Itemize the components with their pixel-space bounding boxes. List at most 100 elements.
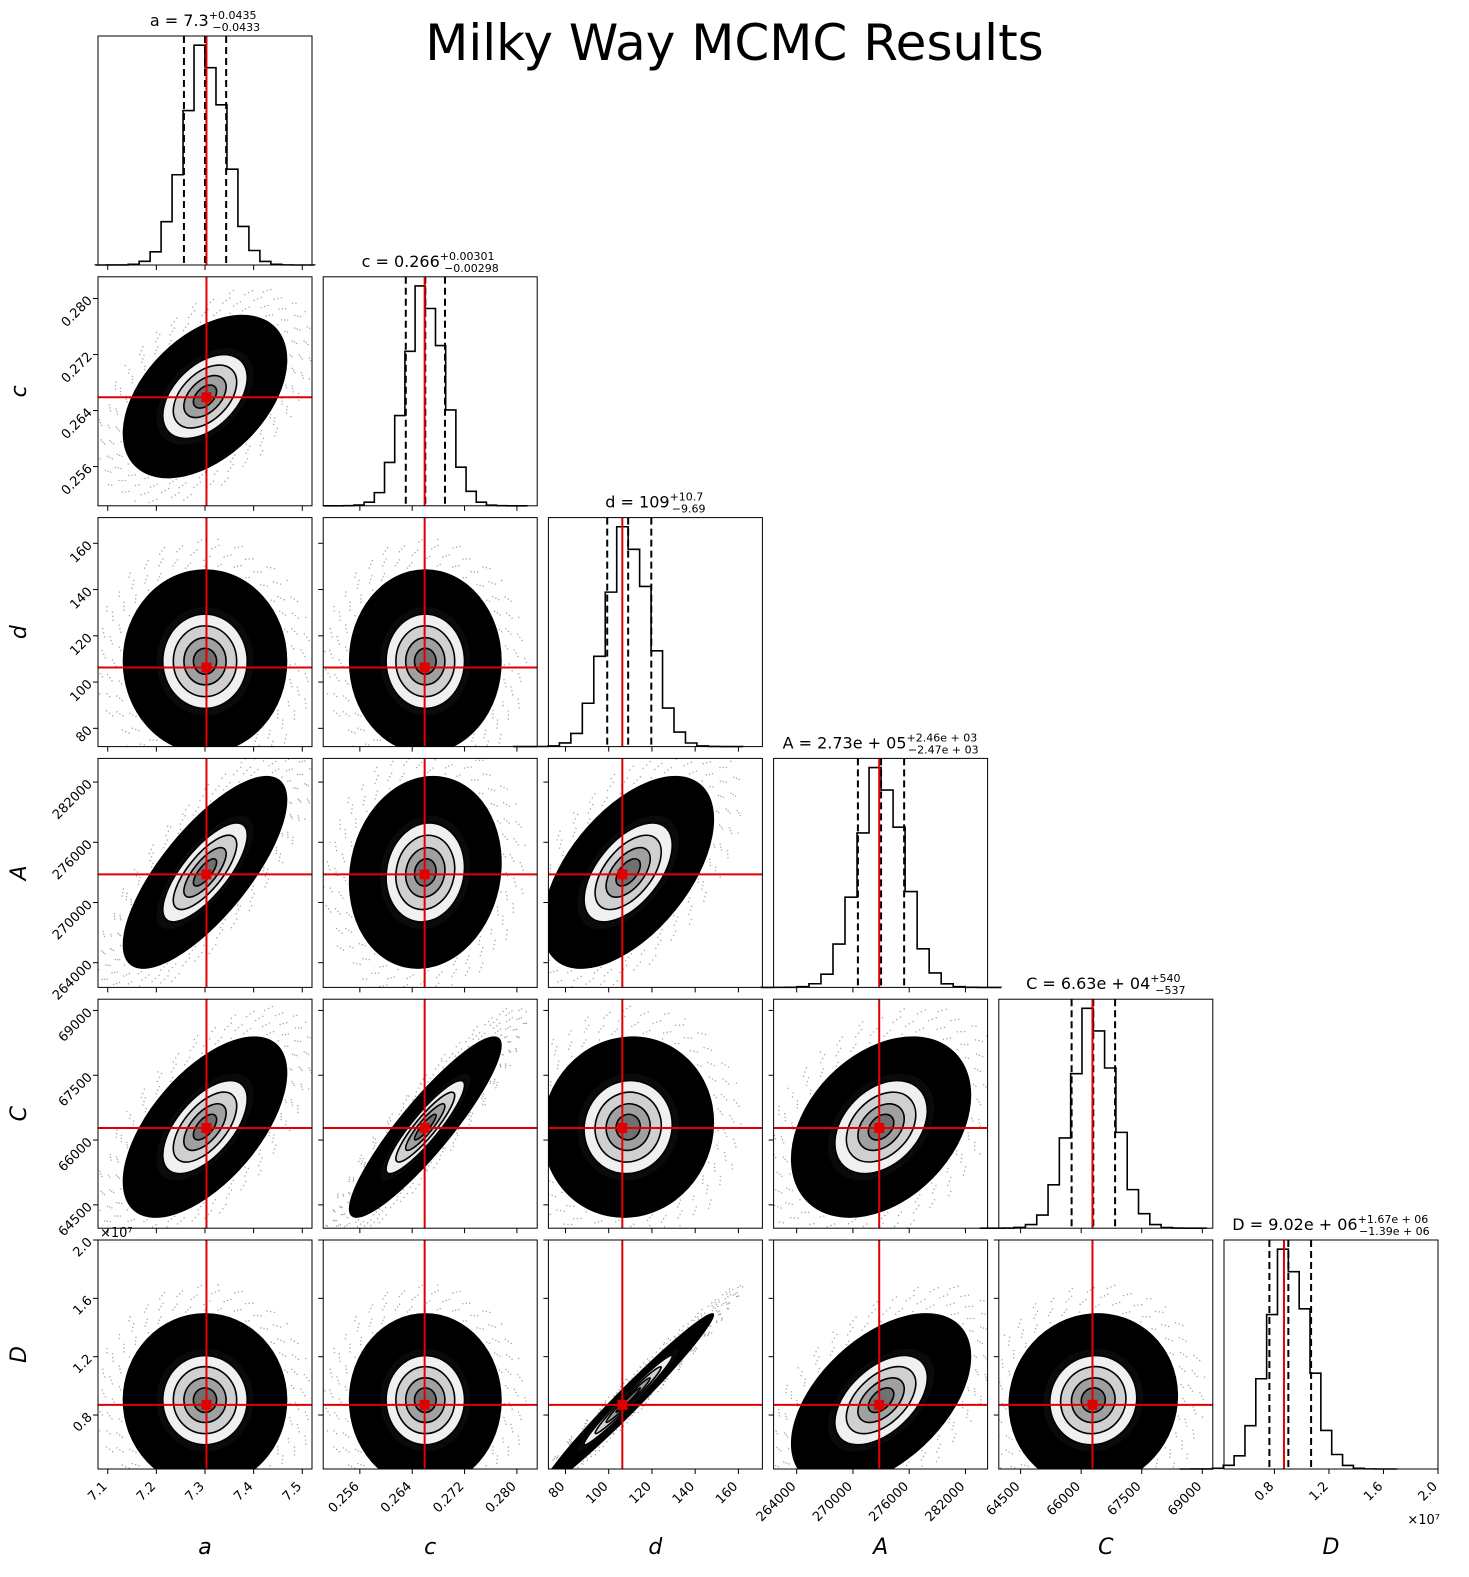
panel-frame — [773, 757, 989, 988]
truth-marker — [201, 392, 212, 403]
panel-frame — [322, 998, 538, 1229]
panel-frame — [547, 1239, 763, 1470]
x-axis-label-D: D — [1323, 1535, 1340, 1560]
truth-marker — [201, 869, 212, 880]
hist-panel-a: a = 7.3+0.0435 −0.0433 — [94, 9, 316, 270]
y-tick-label: 0.272 — [59, 350, 96, 387]
scatter-outliers — [548, 758, 742, 988]
x-tick-label: 276000 — [866, 1479, 912, 1525]
histogram-A — [760, 766, 1003, 989]
panel-frame — [773, 998, 989, 1229]
scatter-outliers — [323, 758, 526, 988]
scatter-panel-A-C — [768, 998, 989, 1234]
x-tick-label: 7.1 — [85, 1479, 110, 1504]
y-tick-label: 0.256 — [59, 462, 96, 499]
summary-title-D: D = 9.02e + 06+1.67e + 06 −1.39e + 06 — [1232, 1213, 1429, 1238]
y-tick-label: 282000 — [50, 777, 96, 823]
scatter-outliers — [98, 288, 312, 504]
truth-marker — [419, 662, 430, 673]
x-tick-label: 0.8 — [1252, 1479, 1277, 1504]
x-tick-label: 80 — [546, 1479, 568, 1501]
scatter-panel-a-A: 264000 270000 276000 282000 — [50, 757, 313, 1004]
x-tick-label: 64500 — [984, 1479, 1024, 1519]
x-tick-label: 120 — [627, 1479, 655, 1507]
x-tick-label: 69000 — [1165, 1479, 1205, 1519]
x-axis-label-d: d — [648, 1535, 663, 1560]
panel-frame — [322, 1239, 538, 1470]
scatter-outliers — [773, 1285, 988, 1469]
x-tick-label: 1.6 — [1361, 1479, 1386, 1504]
x-axis-label-a: a — [198, 1535, 211, 1560]
y-axis-label-c: c — [7, 385, 32, 397]
y-tick-label: 64500 — [56, 1200, 96, 1240]
x-tick-label: 160 — [713, 1479, 741, 1507]
x-tick-label: 140 — [670, 1479, 698, 1507]
y-tick-label: 120 — [67, 631, 95, 659]
scatter-panel-a-c: 0.256 0.264 0.272 0.280 — [59, 276, 313, 511]
scatter-outliers — [548, 1284, 744, 1469]
truth-marker — [419, 869, 430, 880]
panel-frame — [322, 276, 538, 507]
truth-marker — [201, 1399, 212, 1410]
summary-title-a: a = 7.3+0.0435 −0.0433 — [150, 9, 260, 34]
x-axis-label-C: C — [1098, 1535, 1114, 1560]
y-scale-label-D: ×10⁷ — [100, 1226, 133, 1241]
scatter-outliers — [998, 1284, 1206, 1469]
panel-frame — [322, 757, 538, 988]
y-tick-label: 67500 — [56, 1070, 96, 1110]
truth-marker — [874, 1399, 885, 1410]
scatter-panel-d-A — [543, 757, 763, 993]
y-tick-label: 100 — [67, 677, 95, 705]
summary-title-c: c = 0.266+0.00301 −0.00298 — [362, 250, 499, 275]
scatter-panel-a-D: 7.1 7.2 7.3 7.4 7.5 0.8 1.2 1.6 2.0 — [70, 1235, 313, 1504]
panel-frame — [1223, 1239, 1439, 1470]
x-tick-label: 7.4 — [231, 1479, 256, 1504]
truth-marker — [617, 1122, 628, 1133]
scatter-panel-c-C — [318, 998, 538, 1234]
figure-title: Milky Way MCMC Results — [425, 14, 1044, 72]
x-tick-label: 7.3 — [183, 1479, 208, 1504]
truth-marker — [419, 1399, 430, 1410]
y-tick-label: 1.2 — [70, 1352, 95, 1377]
truth-marker — [1087, 1399, 1098, 1410]
scatter-panel-C-D: 64500 66000 67500 69000 — [984, 1239, 1214, 1519]
scatter-panel-c-d — [318, 517, 538, 752]
scatter-panel-a-d: 80 100 120 140 160 — [67, 517, 313, 752]
x-axis-label-c: c — [424, 1535, 436, 1560]
scatter-panel-d-C — [543, 998, 763, 1234]
x-tick-label: 282000 — [923, 1479, 969, 1525]
y-tick-label: 160 — [67, 538, 95, 566]
scatter-panel-d-D: 80 100 120 140 160 — [543, 1239, 763, 1507]
truth-marker — [201, 662, 212, 673]
y-tick-label: 66000 — [56, 1135, 96, 1175]
panel-frame — [547, 998, 763, 1229]
y-tick-label: 80 — [73, 723, 95, 745]
panel-frame — [547, 757, 763, 988]
x-tick-label: 0.256 — [326, 1479, 363, 1516]
hist-panel-d: d = 109+10.7 −9.69 — [512, 491, 763, 752]
y-tick-label: 0.8 — [70, 1410, 95, 1435]
hist-panel-A: A = 2.73e + 05+2.46e + 03 −2.47e + 03 — [760, 731, 1003, 993]
y-tick-label: 276000 — [50, 837, 96, 883]
hist-panel-D: D = 9.02e + 06+1.67e + 06 −1.39e + 06 0.8 1… — [1179, 1213, 1441, 1504]
summary-title-d: d = 109+10.7 −9.69 — [605, 491, 705, 516]
panel-frame — [998, 998, 1214, 1229]
truth-marker — [617, 869, 628, 880]
x-tick-label: 7.5 — [280, 1479, 305, 1504]
x-tick-label: 0.264 — [378, 1479, 415, 1516]
y-tick-label: 140 — [67, 585, 95, 613]
x-tick-label: 264000 — [754, 1479, 800, 1525]
summary-title-C: C = 6.63e + 04+540 −537 — [1026, 972, 1185, 997]
hist-panel-c: c = 0.266+0.00301 −0.00298 — [322, 250, 538, 511]
y-axis-label-C: C — [7, 1105, 32, 1121]
x-tick-label: 100 — [583, 1479, 611, 1507]
x-tick-label: 0.280 — [483, 1479, 520, 1516]
y-axis-label-D: D — [7, 1346, 32, 1363]
y-tick-label: 264000 — [50, 958, 96, 1004]
scatter-panel-c-A — [318, 757, 538, 993]
x-tick-label: 270000 — [810, 1479, 856, 1525]
x-tick-label: 1.2 — [1307, 1479, 1332, 1504]
scatter-outliers — [98, 1005, 312, 1229]
scatter-panel-A-D: 264000 270000 276000 282000 — [754, 1239, 989, 1525]
